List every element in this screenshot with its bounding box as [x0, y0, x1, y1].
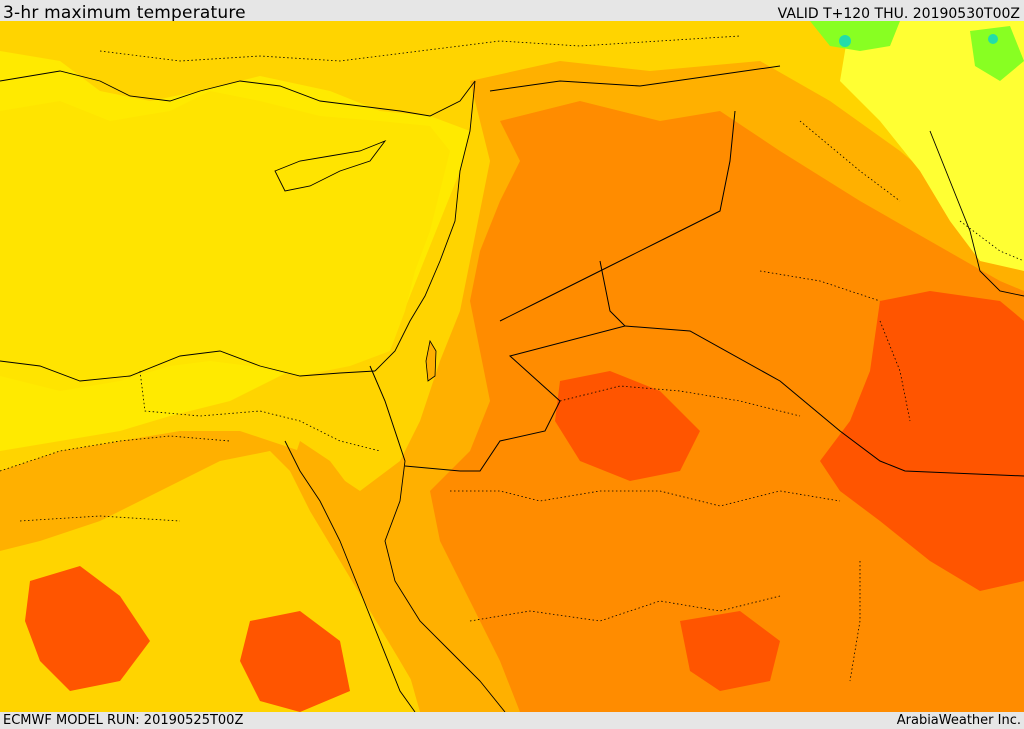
temperature-spot-cyan-east: [988, 34, 998, 44]
temperature-zone-dark-orange: [820, 291, 1024, 591]
coastline-turkey: [0, 70, 476, 117]
province-border-arabia-north: [450, 490, 841, 507]
map-title: 3-hr maximum temperature: [3, 3, 246, 23]
temperature-map[interactable]: [0, 21, 1024, 712]
province-border-egypt-south: [0, 435, 231, 472]
coastline-egypt: [0, 350, 376, 382]
border-egypt-israel: [369, 365, 406, 462]
province-border-sudan: [19, 515, 181, 522]
border-syria-iraq: [499, 110, 736, 322]
border-jordan-saudi: [404, 465, 461, 472]
province-border-iran: [959, 220, 1024, 262]
province-borders: [0, 35, 1024, 682]
border-syria-north: [489, 65, 781, 92]
coastline-red-sea-east: [384, 460, 506, 712]
coastline-levant: [374, 80, 476, 372]
temperature-zone-green: [810, 21, 900, 51]
coastline-cyprus: [274, 139, 387, 192]
temperature-zone-green-east: [970, 26, 1024, 81]
coastline-red-sea-west: [284, 440, 416, 712]
sea-mediterranean: [0, 91, 450, 391]
temperature-patch-central: [555, 371, 700, 481]
sea-red-sea: [290, 441, 480, 712]
valid-time-label: VALID T+120 THU. 20190530T00Z: [777, 6, 1020, 22]
province-border-egypt: [139, 370, 381, 452]
lake-dead-sea: [425, 339, 437, 382]
border-iraq-saudi: [624, 325, 1024, 477]
province-border-arabia-central: [559, 385, 801, 417]
title-bar: 3-hr maximum temperature VALID T+120 THU…: [0, 0, 1024, 23]
temperature-patch-west: [25, 566, 150, 691]
coastline-gulf: [929, 130, 1024, 297]
temperature-spot-cyan: [839, 35, 851, 47]
temperature-patch-africa: [240, 611, 350, 712]
province-border-arabia-east: [849, 561, 861, 682]
temperature-patch-south: [680, 611, 780, 691]
province-border-iraq-west: [759, 270, 881, 302]
temperature-zone-northeast-yellow: [840, 21, 1024, 271]
map-canvas: [0, 21, 1024, 712]
credit-label: ArabiaWeather Inc.: [896, 713, 1021, 728]
model-run-label: ECMWF MODEL RUN: 20190525T00Z: [3, 713, 244, 728]
temperature-zone-orange: [430, 101, 1024, 712]
footer-bar: ECMWF MODEL RUN: 20190525T00Z ArabiaWeat…: [0, 712, 1024, 729]
